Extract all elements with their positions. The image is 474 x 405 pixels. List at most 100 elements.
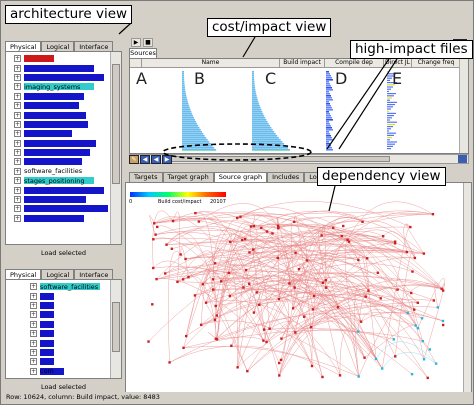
dependency-node[interactable] bbox=[199, 323, 203, 326]
dependency-node[interactable] bbox=[236, 216, 239, 220]
expand-icon[interactable]: + bbox=[30, 339, 37, 347]
dependency-node[interactable] bbox=[214, 337, 218, 340]
dependency-node[interactable] bbox=[432, 299, 436, 302]
dependency-node[interactable] bbox=[152, 238, 155, 241]
dependency-node[interactable] bbox=[229, 240, 232, 244]
dependency-node[interactable] bbox=[151, 303, 154, 306]
dependency-node[interactable] bbox=[187, 276, 190, 279]
dependency-node[interactable] bbox=[265, 230, 269, 233]
dependency-node[interactable] bbox=[431, 212, 435, 216]
tree-item[interactable]: + bbox=[22, 338, 109, 347]
dependency-node[interactable] bbox=[219, 280, 223, 283]
next-icon[interactable]: ▶ bbox=[162, 155, 172, 164]
dependency-node[interactable] bbox=[409, 225, 412, 229]
dependency-node[interactable] bbox=[324, 279, 327, 282]
expand-icon[interactable]: + bbox=[14, 92, 21, 100]
dependency-node[interactable] bbox=[311, 308, 315, 311]
tab-physical[interactable]: Physical bbox=[5, 41, 42, 51]
tab-physical[interactable]: Physical bbox=[5, 269, 42, 279]
dependency-node[interactable] bbox=[309, 326, 313, 329]
dependency-node[interactable] bbox=[278, 374, 281, 377]
expand-icon[interactable]: + bbox=[14, 83, 21, 91]
dependency-node[interactable] bbox=[241, 238, 244, 242]
expand-icon[interactable]: + bbox=[30, 320, 37, 328]
tree-item[interactable]: + software_facilities bbox=[6, 167, 109, 176]
tree-item[interactable]: + bbox=[22, 291, 109, 300]
dependency-node[interactable] bbox=[211, 288, 215, 291]
tree-item[interactable]: + bbox=[6, 148, 109, 157]
dependency-node[interactable] bbox=[152, 266, 155, 270]
dependency-node[interactable] bbox=[367, 289, 370, 292]
tab-interface[interactable]: Interface bbox=[74, 41, 114, 51]
tree-item[interactable]: + bbox=[6, 185, 109, 194]
column-header-build-impact[interactable]: Build impact bbox=[280, 59, 325, 68]
dependency-node[interactable] bbox=[320, 234, 323, 237]
dependency-node[interactable] bbox=[252, 248, 255, 251]
dependency-node[interactable] bbox=[312, 294, 316, 298]
expand-icon[interactable]: + bbox=[30, 292, 37, 300]
expand-icon[interactable]: + bbox=[14, 73, 21, 81]
tree-item[interactable]: + bbox=[6, 54, 109, 63]
dependency-node[interactable] bbox=[342, 224, 345, 228]
dependency-node[interactable] bbox=[356, 330, 360, 333]
table-horizontal-scrollbar[interactable] bbox=[129, 154, 469, 164]
expand-icon[interactable]: + bbox=[30, 367, 37, 375]
dependency-node[interactable] bbox=[293, 286, 296, 289]
tree-item[interactable]: + bbox=[6, 110, 109, 119]
dependency-node[interactable] bbox=[361, 220, 364, 223]
expand-icon[interactable]: + bbox=[30, 311, 37, 319]
dependency-node[interactable] bbox=[268, 327, 271, 330]
dependency-node[interactable] bbox=[153, 222, 156, 225]
dependency-node[interactable] bbox=[248, 251, 251, 254]
tree-item[interactable]: + bbox=[6, 73, 109, 82]
dependency-node[interactable] bbox=[170, 247, 174, 250]
tab-source-graph[interactable]: Source graph bbox=[213, 172, 268, 182]
dependency-node[interactable] bbox=[406, 311, 409, 315]
dependency-node[interactable] bbox=[211, 278, 215, 281]
expand-icon[interactable]: + bbox=[30, 330, 37, 338]
expand-icon[interactable]: + bbox=[14, 205, 21, 213]
dependency-node[interactable] bbox=[280, 337, 283, 340]
dependency-node[interactable] bbox=[411, 270, 414, 273]
dependency-node[interactable] bbox=[215, 314, 219, 317]
dependency-node[interactable] bbox=[291, 307, 295, 310]
dependency-node[interactable] bbox=[243, 237, 247, 241]
dependency-node[interactable] bbox=[176, 280, 179, 284]
expand-icon[interactable]: + bbox=[14, 64, 21, 72]
dependency-node[interactable] bbox=[305, 259, 309, 262]
dependency-node[interactable] bbox=[249, 225, 253, 228]
expand-icon[interactable]: + bbox=[14, 102, 21, 110]
dependency-node[interactable] bbox=[279, 358, 283, 362]
dependency-node[interactable] bbox=[294, 251, 297, 255]
dependency-node[interactable] bbox=[228, 294, 232, 298]
tree-item[interactable]: + bbox=[6, 204, 109, 213]
dependency-node[interactable] bbox=[440, 287, 443, 290]
expand-icon[interactable]: + bbox=[14, 130, 21, 138]
dependency-node[interactable] bbox=[185, 334, 188, 338]
previous-icon[interactable]: ◀ bbox=[151, 155, 161, 164]
tree-item[interactable]: + bbox=[6, 120, 109, 129]
dependency-node[interactable] bbox=[213, 318, 217, 321]
scrollbar-thumb[interactable] bbox=[112, 302, 120, 352]
scrollbar-thumb[interactable] bbox=[170, 156, 390, 162]
tree-item[interactable]: + bbox=[6, 92, 109, 101]
dependency-node[interactable] bbox=[324, 286, 328, 289]
expand-icon[interactable]: + bbox=[14, 158, 21, 166]
dependency-node[interactable] bbox=[252, 224, 256, 228]
dependency-node[interactable] bbox=[197, 220, 201, 223]
dependency-node[interactable] bbox=[340, 234, 344, 238]
tree-scrollbar[interactable] bbox=[110, 280, 121, 378]
dependency-node[interactable] bbox=[201, 283, 204, 286]
dependency-node[interactable] bbox=[193, 294, 197, 297]
stop-icon[interactable]: ■ bbox=[143, 38, 153, 47]
dependency-node[interactable] bbox=[164, 272, 167, 275]
dependency-node[interactable] bbox=[410, 372, 414, 376]
table-scrollbar[interactable] bbox=[459, 59, 468, 153]
dependency-node[interactable] bbox=[364, 295, 367, 298]
expand-icon[interactable]: + bbox=[30, 283, 37, 291]
dependency-node[interactable] bbox=[393, 242, 397, 245]
dependency-node[interactable] bbox=[255, 291, 258, 294]
dependency-node[interactable] bbox=[396, 288, 399, 291]
dependency-node[interactable] bbox=[421, 339, 424, 343]
column-header-name[interactable]: Name bbox=[142, 59, 280, 68]
